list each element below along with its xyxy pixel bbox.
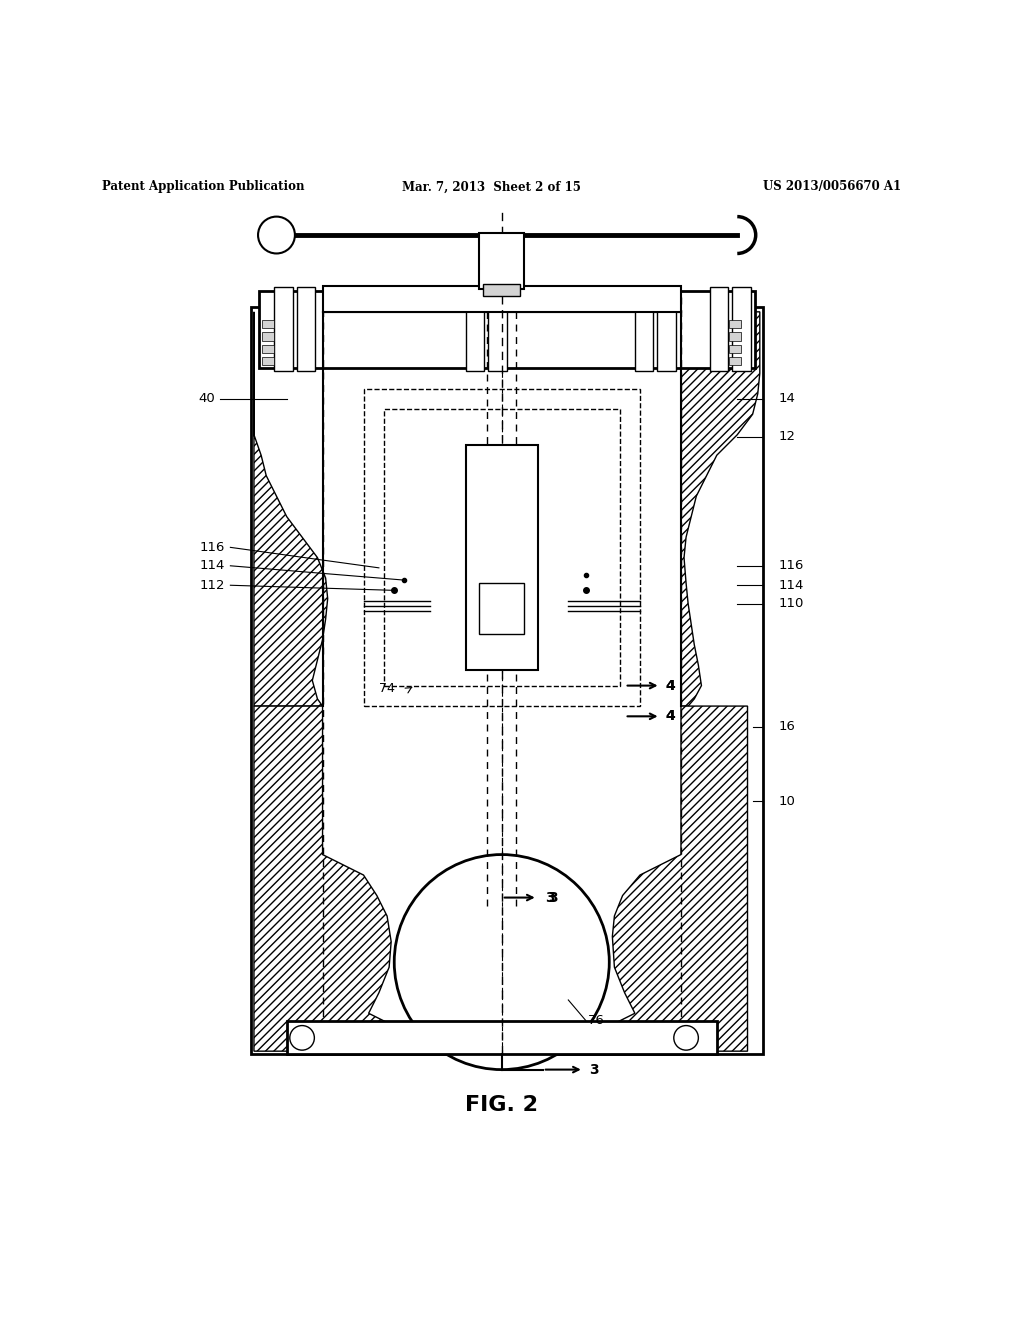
Bar: [483, 284, 520, 297]
Text: 16: 16: [778, 721, 795, 733]
Bar: [262, 319, 274, 329]
Text: 116: 116: [778, 560, 804, 573]
Bar: [479, 234, 524, 289]
Text: FIG. 2: FIG. 2: [465, 1096, 539, 1115]
Text: 10: 10: [778, 795, 795, 808]
Text: 4: 4: [666, 678, 676, 693]
Text: 114: 114: [200, 560, 225, 573]
Text: 74: 74: [379, 682, 395, 696]
Bar: [297, 288, 315, 371]
Bar: [262, 356, 274, 366]
Bar: [729, 333, 741, 341]
Text: 116: 116: [200, 541, 225, 554]
Bar: [729, 356, 741, 366]
Text: 14: 14: [778, 392, 795, 405]
Text: 3: 3: [545, 891, 554, 904]
Bar: [274, 288, 293, 371]
Text: 110: 110: [778, 597, 804, 610]
Bar: [635, 288, 653, 371]
Bar: [259, 292, 755, 368]
Circle shape: [674, 1026, 698, 1051]
Polygon shape: [254, 706, 748, 1055]
Text: Mar. 7, 2013  Sheet 2 of 15: Mar. 7, 2013 Sheet 2 of 15: [402, 181, 581, 194]
Bar: [323, 286, 681, 312]
Bar: [466, 445, 538, 671]
Bar: [287, 1022, 717, 1055]
Bar: [732, 288, 751, 371]
Polygon shape: [254, 312, 328, 706]
Circle shape: [394, 854, 609, 1069]
Polygon shape: [681, 312, 760, 706]
Text: 112: 112: [200, 578, 225, 591]
Circle shape: [290, 1026, 314, 1051]
Bar: [384, 409, 620, 685]
Bar: [729, 345, 741, 352]
Bar: [262, 333, 274, 341]
Bar: [262, 345, 274, 352]
Text: 3: 3: [548, 891, 557, 904]
Bar: [710, 288, 728, 371]
Text: 4: 4: [666, 709, 676, 723]
Bar: [479, 583, 524, 635]
Bar: [466, 288, 484, 371]
Text: 3: 3: [589, 1063, 598, 1077]
Bar: [364, 388, 640, 706]
Text: 76: 76: [588, 1014, 604, 1027]
Text: 4: 4: [666, 709, 676, 723]
Text: Patent Application Publication: Patent Application Publication: [102, 181, 305, 194]
Bar: [657, 288, 676, 371]
Bar: [729, 319, 741, 329]
Bar: [251, 306, 763, 1055]
Text: 4: 4: [666, 678, 676, 693]
Circle shape: [258, 216, 295, 253]
Text: 114: 114: [778, 578, 804, 591]
Text: 40: 40: [199, 392, 215, 405]
Text: 12: 12: [778, 430, 796, 444]
Bar: [488, 288, 507, 371]
Text: US 2013/0056670 A1: US 2013/0056670 A1: [763, 181, 901, 194]
